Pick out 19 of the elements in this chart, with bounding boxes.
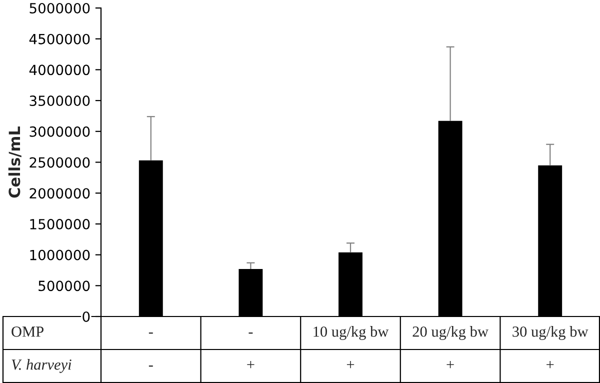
- y-tick-label: 3500000: [30, 96, 90, 106]
- y-tick-label: 3000000: [30, 126, 90, 137]
- y-tick-label: 5000000: [30, 2, 90, 14]
- text: OMP: [12, 326, 44, 337]
- y-tick-label: 4000000: [29, 64, 90, 76]
- y-tick-label: 2000000: [30, 188, 90, 199]
- category-label: 30 ug/kg bw +: [512, 326, 588, 368]
- y-tick-label: 500000: [38, 280, 90, 292]
- text: V. harveyi: [12, 359, 72, 373]
- category-label: - -: [148, 332, 153, 367]
- category-label: 10 ug/kg bw +: [314, 326, 389, 368]
- y-tick-label: 4500000: [29, 34, 90, 44]
- y-axis-title: Cells/mL: [8, 126, 22, 198]
- y-tick-label: 0: [82, 311, 90, 322]
- category-label: - +: [247, 332, 254, 368]
- y-tick-label: 1500000: [30, 218, 90, 230]
- y-tick-label: 2500000: [30, 157, 90, 168]
- y-tick-label: 1000000: [30, 250, 90, 260]
- category-label: 20 ug/kg bw +: [412, 326, 488, 368]
